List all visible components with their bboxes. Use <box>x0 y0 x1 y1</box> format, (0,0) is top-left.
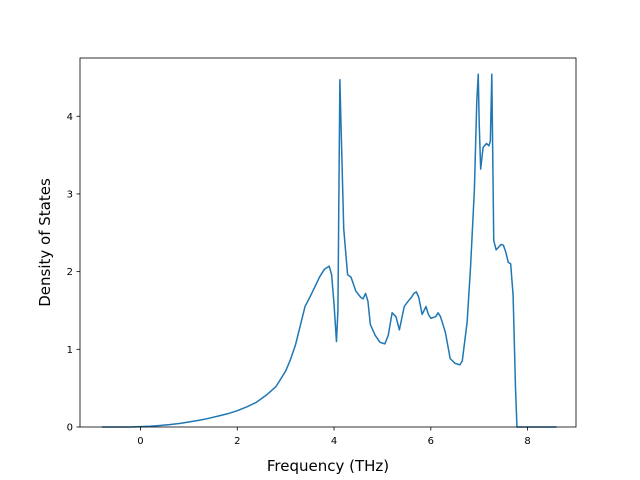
x-tick-label: 2 <box>234 436 240 447</box>
y-tick-label: 2 <box>67 267 73 278</box>
x-tick-label: 0 <box>137 436 143 447</box>
x-tick-label: 4 <box>331 436 337 447</box>
y-tick-label: 3 <box>67 189 73 200</box>
y-tick-label: 1 <box>67 345 73 356</box>
x-tick-label: 6 <box>428 436 434 447</box>
x-tick-label: 8 <box>524 436 530 447</box>
dos-series-line <box>101 73 557 428</box>
y-tick-label: 4 <box>67 112 73 123</box>
y-axis-ticks: 0 1 2 3 4 <box>67 112 80 434</box>
x-axis-ticks: 0 2 4 6 8 <box>137 427 531 447</box>
x-axis-label: Frequency (THz) <box>267 457 389 475</box>
y-tick-label: 0 <box>67 423 73 434</box>
axes-frame <box>79 57 577 428</box>
y-axis-label: Density of States <box>36 178 54 307</box>
